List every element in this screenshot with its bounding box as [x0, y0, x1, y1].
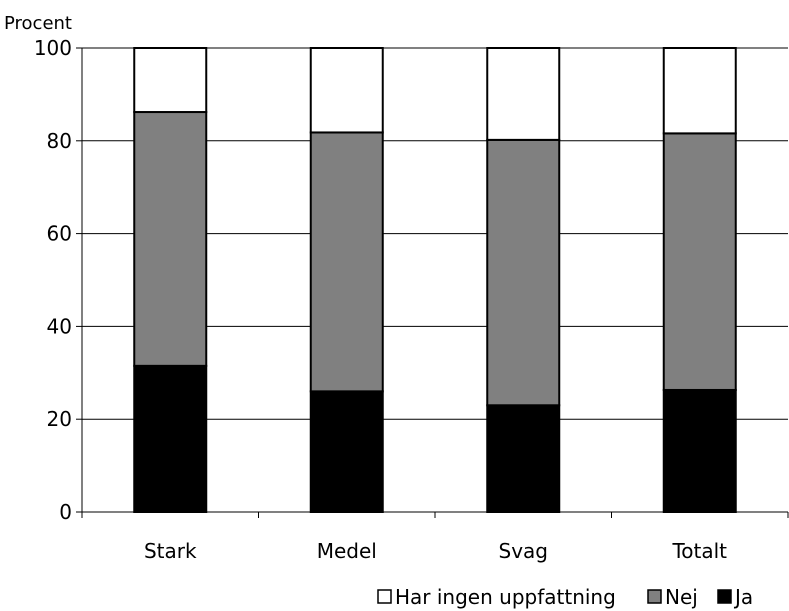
y-tick-label: 20: [47, 407, 72, 431]
y-tick-label: 80: [47, 129, 72, 153]
bars: [133, 47, 737, 513]
y-axis-ticks: 0 20 40 60 80 100: [34, 36, 82, 524]
legend-swatch: [377, 589, 392, 604]
bar-segment-har-ingen-uppfattning: [133, 47, 208, 114]
legend-swatch: [647, 589, 662, 604]
bar-segment-ja: [486, 404, 561, 513]
y-tick-label: 0: [59, 500, 72, 524]
y-tick-label: 40: [47, 314, 72, 338]
bar-segment-har-ingen-uppfattning: [662, 47, 737, 135]
y-tick-label: 60: [47, 222, 72, 246]
bar-segment-nej: [486, 138, 561, 407]
x-tick-label: Stark: [144, 539, 197, 563]
axes: [81, 48, 789, 518]
x-tick-label: Totalt: [671, 539, 727, 563]
legend-label: Har ingen uppfattning: [395, 585, 616, 609]
legend: Har ingen uppfattning Nej Ja: [377, 585, 753, 609]
x-tick-label: Medel: [317, 539, 377, 563]
x-tick-label: Svag: [499, 539, 548, 563]
bar-segment-ja: [133, 364, 208, 513]
bar-segment-har-ingen-uppfattning: [309, 47, 384, 134]
bar-segment-har-ingen-uppfattning: [486, 47, 561, 141]
bar-segment-nej: [662, 132, 737, 391]
legend-label: Nej: [665, 585, 698, 609]
bar-segment-nej: [133, 111, 208, 367]
x-axis-labels: Stark Medel Svag Totalt: [144, 539, 727, 563]
legend-swatch: [717, 589, 732, 604]
legend-label: Ja: [733, 585, 753, 609]
bar-segment-ja: [309, 390, 384, 513]
y-axis-title: Procent: [4, 13, 72, 34]
bar-segment-ja: [662, 388, 737, 513]
y-tick-label: 100: [34, 36, 72, 60]
bar-segment-nej: [309, 131, 384, 393]
